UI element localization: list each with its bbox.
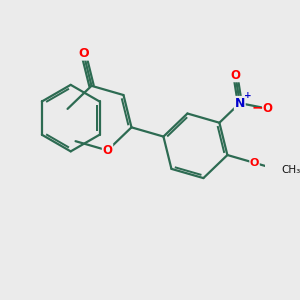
Text: O: O bbox=[103, 144, 112, 157]
Text: +: + bbox=[244, 91, 251, 100]
Text: O: O bbox=[78, 47, 89, 60]
Text: O: O bbox=[262, 102, 272, 115]
Text: CH₃: CH₃ bbox=[281, 165, 300, 175]
Text: N: N bbox=[235, 97, 245, 110]
Text: −: − bbox=[251, 100, 263, 114]
Text: O: O bbox=[250, 158, 259, 168]
Text: O: O bbox=[230, 69, 240, 82]
